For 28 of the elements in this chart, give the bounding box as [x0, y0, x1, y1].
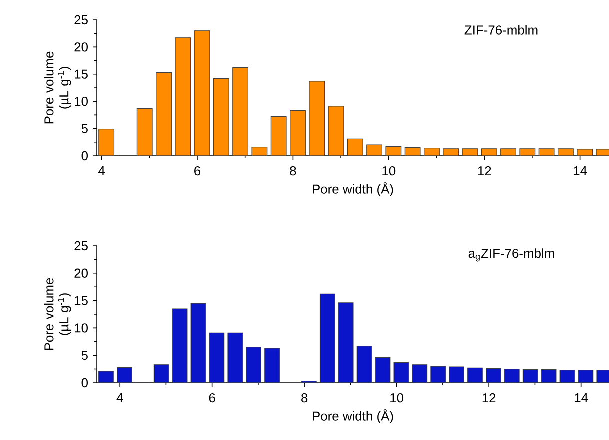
- y-tick-label: 25: [74, 15, 88, 25]
- y-tick-label: 0: [82, 378, 88, 388]
- x-tick-label: 4: [116, 394, 124, 402]
- x-axis-title: Pore width (Å): [313, 410, 394, 424]
- x-tick-label: 14: [574, 166, 588, 176]
- y-tick-label: 5: [82, 351, 88, 360]
- y-tick-label: 25: [74, 241, 88, 251]
- chart-title: ZIF-76-mblm: [464, 25, 538, 35]
- chart-title: a$_{g}$ZIF-76-mblm: [468, 248, 554, 262]
- y-tick-label: 15: [75, 70, 88, 79]
- x-tick-label: 4: [98, 166, 106, 176]
- x-tick-label: 6: [209, 394, 216, 403]
- y-tick-label: 15: [75, 296, 88, 306]
- x-tick-label: 6: [194, 166, 201, 176]
- y-tick-label: 20: [74, 268, 88, 278]
- y-tick-label: 20: [74, 42, 88, 52]
- y-tick-label: 10: [75, 324, 88, 333]
- y-tick-label: 0: [82, 151, 88, 161]
- x-tick-label: 8: [290, 166, 296, 176]
- x-tick-label: 10: [390, 394, 404, 403]
- x-tick-label: 8: [302, 394, 308, 403]
- x-tick-label: 12: [478, 166, 492, 176]
- x-axis-title: Pore width (Å): [313, 182, 394, 196]
- x-tick-label: 14: [575, 394, 588, 402]
- y-tick-label: 10: [75, 96, 88, 106]
- x-tick-label: 10: [382, 166, 396, 176]
- x-tick-label: 12: [482, 394, 496, 403]
- y-tick-label: 5: [82, 124, 88, 134]
